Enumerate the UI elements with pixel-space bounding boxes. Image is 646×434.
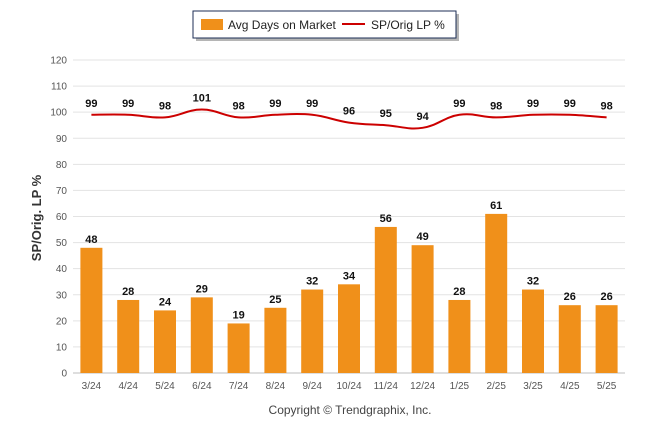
x-tick-label: 4/24 <box>118 381 138 392</box>
bar-value-label: 28 <box>122 286 134 298</box>
bar-value-label: 61 <box>490 200 502 212</box>
y-tick-label: 30 <box>56 290 68 301</box>
line-value-label: 99 <box>85 98 97 110</box>
x-tick-label: 6/24 <box>192 381 212 392</box>
bar <box>595 305 618 373</box>
line-value-label: 101 <box>193 93 211 105</box>
line-value-label: 98 <box>159 100 171 112</box>
line-value-label: 99 <box>453 98 465 110</box>
y-tick-label: 10 <box>56 342 68 353</box>
bar-value-label: 32 <box>527 276 539 288</box>
line-value-label: 95 <box>380 108 392 120</box>
line-value-label: 99 <box>306 98 318 110</box>
bar-value-label: 48 <box>85 234 97 246</box>
x-tick-label: 5/24 <box>155 381 175 392</box>
line-value-label: 99 <box>122 98 134 110</box>
x-tick-label: 10/24 <box>336 381 361 392</box>
x-tick-label: 3/25 <box>523 381 543 392</box>
bar-value-label: 32 <box>306 276 318 288</box>
bar-value-label: 56 <box>380 213 392 225</box>
line-value-label: 94 <box>416 111 429 123</box>
x-tick-label: 2/25 <box>486 381 506 392</box>
bar-value-label: 28 <box>453 286 465 298</box>
y-tick-label: 50 <box>56 238 68 249</box>
x-tick-label: 4/25 <box>560 381 580 392</box>
bar-value-label: 24 <box>159 296 172 308</box>
bar-value-label: 25 <box>269 294 281 306</box>
bar <box>264 307 287 373</box>
x-tick-label: 11/24 <box>374 381 399 392</box>
y-axis-title: SP/Orig. LP % <box>29 174 44 261</box>
y-tick-label: 20 <box>56 316 68 327</box>
legend-bar-label: Avg Days on Market <box>228 18 336 32</box>
legend[interactable]: Avg Days on Market SP/Orig LP % <box>192 10 459 41</box>
x-tick-label: 12/24 <box>410 381 435 392</box>
bar <box>227 323 250 373</box>
x-tick-label: 7/24 <box>229 381 249 392</box>
data-labels: 48 28 24 29 19 25 32 34 56 49 28 61 32 26 26 99 99 98 101 9… <box>85 93 612 322</box>
x-tick-label: 8/24 <box>266 381 286 392</box>
legend-line-label: SP/Orig LP % <box>371 18 445 32</box>
y-tick-label: 40 <box>56 264 68 275</box>
bar <box>485 213 508 373</box>
bar <box>80 247 103 373</box>
bar <box>374 226 397 373</box>
bar <box>448 299 471 373</box>
bar-value-label: 29 <box>196 283 208 295</box>
bar-value-label: 26 <box>564 291 576 303</box>
x-tick-label: 1/25 <box>450 381 470 392</box>
y-tick-label: 100 <box>50 108 67 119</box>
line-value-label: 98 <box>232 100 244 112</box>
y-axis-ticks: 0 10 20 30 40 50 60 70 80 90 100 110 120 <box>50 56 67 380</box>
line-series <box>91 108 607 130</box>
y-tick-label: 70 <box>56 186 68 197</box>
bar-value-label: 26 <box>600 291 612 303</box>
y-tick-label: 110 <box>51 82 67 93</box>
bar-value-label: 19 <box>232 309 244 321</box>
bar-value-label: 49 <box>416 231 428 243</box>
bar <box>117 299 140 373</box>
bar <box>154 310 176 373</box>
x-tick-label: 5/25 <box>597 381 617 392</box>
bar <box>190 297 213 373</box>
line-value-label: 98 <box>490 100 502 112</box>
bar <box>558 305 581 373</box>
line-path <box>91 108 607 130</box>
copyright-credit: Copyright © Trendgraphix, Inc. <box>269 403 432 417</box>
line-value-label: 98 <box>600 100 612 112</box>
y-tick-label: 0 <box>61 369 67 380</box>
x-tick-label: 3/24 <box>82 381 102 392</box>
y-tick-label: 120 <box>50 56 67 67</box>
bar <box>301 289 324 373</box>
line-value-label: 99 <box>527 98 539 110</box>
legend-bar-swatch <box>201 19 223 30</box>
line-value-label: 99 <box>269 98 281 110</box>
bar-value-label: 34 <box>343 270 356 282</box>
bar <box>338 284 360 373</box>
x-axis-ticks: 3/24 4/24 5/24 6/24 7/24 8/24 9/24 10/24 11/24 12… <box>82 381 617 392</box>
y-tick-label: 90 <box>56 134 68 145</box>
line-value-label: 99 <box>564 98 576 110</box>
x-tick-label: 9/24 <box>302 381 322 392</box>
bar <box>522 289 544 373</box>
line-value-label: 96 <box>343 106 355 118</box>
y-tick-label: 80 <box>56 160 68 171</box>
y-tick-label: 60 <box>56 212 68 223</box>
bar <box>411 245 434 373</box>
bar-series <box>80 213 618 373</box>
